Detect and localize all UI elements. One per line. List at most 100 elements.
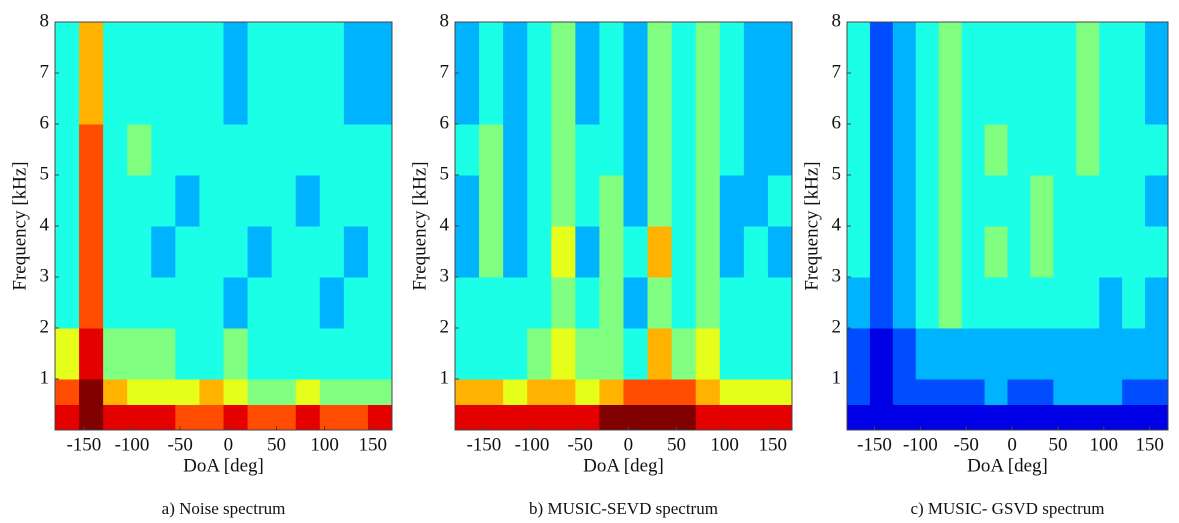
- heat-cell: [647, 175, 673, 227]
- heat-cell: [127, 404, 152, 431]
- heat-cell: [503, 277, 528, 329]
- heat-cell: [199, 226, 224, 278]
- heat-cell: [1145, 328, 1169, 380]
- x-tick-label: -100: [903, 434, 938, 455]
- heat-cell: [55, 226, 80, 278]
- heat-cell: [55, 379, 80, 405]
- heat-cell: [961, 328, 986, 380]
- heat-cell: [151, 175, 176, 227]
- y-tick-label: 8: [40, 10, 50, 31]
- heat-cell: [223, 226, 249, 278]
- heat-cell: [892, 277, 917, 329]
- x-tick-label: -50: [568, 434, 593, 455]
- heat-cell: [767, 328, 793, 380]
- heat-cell: [575, 379, 600, 405]
- heat-cell: [175, 404, 200, 431]
- heat-cell: [103, 22, 128, 125]
- heat-cell: [551, 124, 576, 176]
- heat-cell: [1099, 124, 1123, 176]
- heat-cell: [743, 124, 769, 176]
- heat-cell: [1122, 404, 1146, 431]
- heat-cell: [503, 124, 528, 176]
- heat-cell: [319, 124, 345, 176]
- heat-cell: [247, 22, 273, 125]
- heat-cell: [199, 404, 224, 431]
- heat-cell: [1053, 404, 1077, 431]
- heat-cell: [1145, 22, 1169, 125]
- heat-cell: [55, 328, 80, 380]
- heat-cell: [319, 328, 345, 380]
- x-tick-label: -50: [168, 434, 193, 455]
- heat-cell: [319, 379, 345, 405]
- heat-cell: [551, 226, 576, 278]
- heat-cell: [271, 404, 297, 431]
- heat-cell: [869, 379, 894, 405]
- heat-cell: [938, 175, 963, 227]
- heat-cell: [343, 277, 369, 329]
- heat-cell: [915, 22, 940, 125]
- x-tick-label: 100: [1090, 434, 1119, 455]
- heat-cell: [295, 404, 321, 431]
- heat-cell: [1007, 277, 1031, 329]
- y-tick-label: 8: [440, 10, 450, 31]
- heat-cell: [847, 226, 871, 278]
- heat-cell: [1053, 328, 1077, 380]
- heat-cell: [503, 226, 528, 278]
- heat-cell: [647, 328, 673, 380]
- heat-cell: [319, 226, 345, 278]
- heat-cell: [1122, 379, 1146, 405]
- heat-cell: [367, 404, 393, 431]
- heat-cell: [892, 124, 917, 176]
- heat-cell: [915, 404, 940, 431]
- heat-cell: [869, 404, 894, 431]
- heat-cell: [1053, 226, 1077, 278]
- heat-cell: [767, 175, 793, 227]
- heat-cell: [319, 175, 345, 227]
- heat-cell: [938, 328, 963, 380]
- heat-cell: [647, 277, 673, 329]
- heat-cell: [695, 277, 721, 329]
- heat-cell: [247, 175, 273, 227]
- heat-cell: [455, 124, 480, 176]
- heat-cell: [984, 277, 1008, 329]
- heat-cell: [55, 404, 80, 431]
- x-tick-label: -50: [954, 434, 979, 455]
- heat-cell: [479, 379, 504, 405]
- heat-cell: [527, 328, 552, 380]
- heat-cell: [1145, 226, 1169, 278]
- heat-cell: [367, 328, 393, 380]
- heat-cell: [575, 404, 600, 431]
- heat-cell: [1122, 175, 1146, 227]
- heat-cell: [1122, 328, 1146, 380]
- heat-cell: [79, 328, 104, 380]
- heat-cell: [575, 22, 600, 125]
- heat-cell: [479, 124, 504, 176]
- heat-cell: [575, 328, 600, 380]
- y-tick-label: 3: [40, 265, 50, 286]
- heat-cell: [479, 226, 504, 278]
- y-tick-label: 5: [440, 163, 450, 184]
- y-tick-label: 5: [40, 163, 50, 184]
- heat-cell: [367, 175, 393, 227]
- heat-cell: [127, 277, 152, 329]
- y-axis-label: Frequency [kHz]: [9, 161, 30, 290]
- heat-cell: [271, 124, 297, 176]
- heat-cell: [151, 226, 176, 278]
- heat-cell: [623, 379, 649, 405]
- y-tick-label: 7: [832, 61, 842, 82]
- heat-cell: [79, 175, 104, 227]
- heat-cell: [719, 404, 745, 431]
- heat-cell: [743, 404, 769, 431]
- heat-cell: [767, 124, 793, 176]
- heat-cell: [1145, 124, 1169, 176]
- x-tick-label: 0: [624, 434, 634, 455]
- heat-cell: [127, 175, 152, 227]
- heat-cell: [647, 124, 673, 176]
- heat-cell: [847, 124, 871, 176]
- heat-cell: [695, 22, 721, 125]
- y-tick-label: 2: [832, 316, 842, 337]
- x-tick-label: -100: [115, 434, 150, 455]
- heat-cell: [271, 379, 297, 405]
- heat-cell: [175, 277, 200, 329]
- heat-cell: [869, 226, 894, 278]
